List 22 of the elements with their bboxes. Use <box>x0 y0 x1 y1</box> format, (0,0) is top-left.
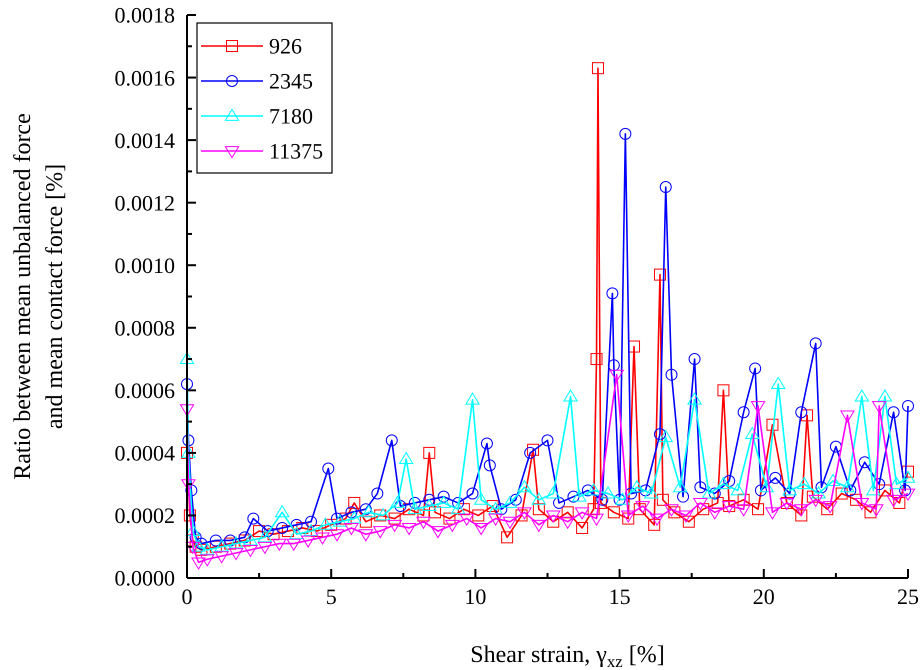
y-tick-label: 0.0010 <box>114 252 175 278</box>
legend-label: 926 <box>269 34 302 59</box>
x-axis-title: Shear strain, γ$_{xz}$ [%] <box>470 642 665 670</box>
x-tick-label: 5 <box>326 584 337 609</box>
y-tick-label: 0.0004 <box>114 440 175 466</box>
legend-label: 11375 <box>269 138 324 164</box>
y-tick-label: 0.0002 <box>114 503 175 528</box>
y-tick-label: 0.0014 <box>114 128 175 153</box>
legend-label: 7180 <box>269 104 313 129</box>
y-tick-label: 0.0012 <box>114 190 175 216</box>
x-tick-label: 0 <box>182 584 192 609</box>
y-tick-label: 0.0018 <box>114 2 175 28</box>
legend-label: 2345 <box>269 68 313 94</box>
y-axis-title: Ratio between mean unbalanced force and mean contact force [%] <box>10 113 68 480</box>
x-tick-label: 15 <box>608 584 631 609</box>
x-tick-label: 25 <box>897 584 919 609</box>
y-tick-label: 0.0016 <box>114 65 175 90</box>
y-tick-label: 0.0008 <box>114 315 175 340</box>
y-tick-label: 0.0000 <box>114 566 175 591</box>
x-tick-label: 10 <box>464 584 486 609</box>
y-tick-label: 0.0006 <box>114 378 175 404</box>
x-tick-label: 20 <box>752 584 775 609</box>
